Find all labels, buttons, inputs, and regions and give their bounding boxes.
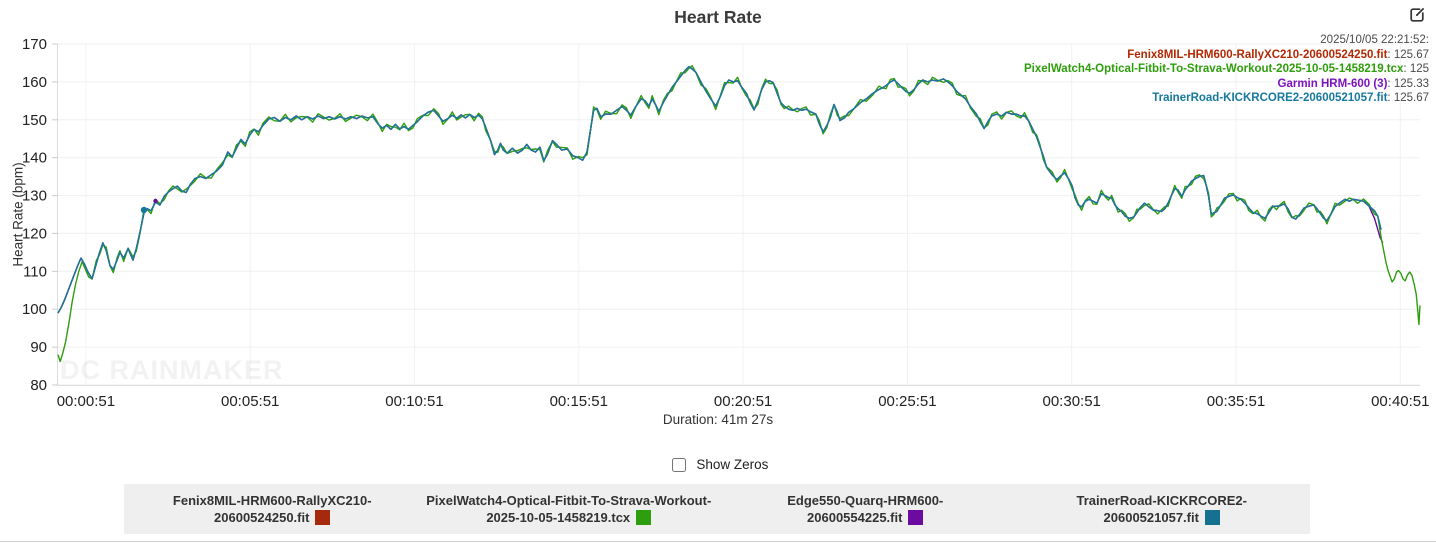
tooltip-series-name: Fenix8MIL-HRM600-RallyXC210-20600524250.… bbox=[1127, 48, 1388, 61]
legend-item-fenix8[interactable]: Fenix8MIL-HRM600-RallyXC210- 20600524250… bbox=[124, 492, 421, 526]
tooltip-series-value: : 125.67 bbox=[1387, 92, 1429, 105]
legend-label: 20600554225.fit bbox=[807, 510, 903, 525]
x-tick-label: 00:05:51 bbox=[221, 393, 279, 410]
series-line-trainerroad bbox=[57, 66, 1382, 314]
tooltip-timestamp: 2025/10/05 22:21:52: bbox=[1320, 34, 1429, 46]
x-tick-label: 00:25:51 bbox=[878, 393, 936, 410]
tooltip-series-value: : 125.33 bbox=[1387, 77, 1429, 90]
legend-color-swatch[interactable] bbox=[315, 510, 331, 525]
tooltip-row: Garmin HRM-600 (3): 125.33 bbox=[1024, 77, 1430, 92]
tooltip-series-value: : 125 bbox=[1403, 63, 1429, 76]
y-tick-label: 130 bbox=[22, 188, 47, 205]
show-zeros-label-wrap: Show Zeros bbox=[668, 457, 769, 472]
y-tick-label: 110 bbox=[23, 263, 47, 280]
y-tick-label: 80 bbox=[30, 377, 47, 394]
show-zeros-row: Show Zeros bbox=[0, 455, 1436, 475]
edit-chart-button[interactable] bbox=[1407, 5, 1427, 25]
show-zeros-checkbox[interactable] bbox=[671, 458, 686, 472]
y-tick-label: 100 bbox=[22, 301, 47, 318]
legend-color-swatch[interactable] bbox=[908, 510, 924, 525]
legend-label: Fenix8MIL-HRM600-RallyXC210- bbox=[172, 493, 372, 508]
tooltip-series-name: TrainerRoad-KICKRCORE2-20600521057.fit bbox=[1152, 92, 1388, 105]
tooltip-series-name: PixelWatch4-Optical-Fitbit-To-Strava-Wor… bbox=[1024, 63, 1404, 76]
show-zeros-label: Show Zeros bbox=[696, 457, 769, 472]
x-axis-subtitle: Duration: 41m 27s bbox=[662, 412, 774, 427]
legend-item-edge550[interactable]: Edge550-Quarq-HRM600- 20600554225.fit bbox=[717, 492, 1014, 526]
y-tick-label: 150 bbox=[22, 112, 47, 129]
tooltip-series-value: : 125.67 bbox=[1387, 48, 1429, 61]
legend-color-swatch[interactable] bbox=[636, 510, 652, 525]
y-tick-label: 120 bbox=[22, 225, 47, 242]
dc-rainmaker-watermark: DC RAINMAKER bbox=[60, 355, 284, 385]
legend-label: Edge550-Quarq-HRM600- bbox=[787, 493, 944, 508]
x-tick-label: 00:30:51 bbox=[1043, 393, 1101, 410]
bottom-divider bbox=[0, 541, 1436, 542]
page-title: Heart Rate bbox=[674, 7, 762, 27]
legend-label: 2025-10-05-1458219.tcx bbox=[486, 510, 631, 525]
legend-label: 20600524250.fit bbox=[214, 510, 310, 525]
y-tick-label: 160 bbox=[22, 74, 47, 91]
x-tick-label: 00:35:51 bbox=[1207, 393, 1265, 410]
edit-icon bbox=[1407, 7, 1427, 28]
heart-rate-line-chart[interactable]: 80 90 100 110 120 130 140 150 160 170 00:00:51 00:0… bbox=[0, 0, 1436, 434]
legend-color-swatch[interactable] bbox=[1204, 510, 1220, 525]
x-tick-label: 00:00:51 bbox=[57, 393, 115, 410]
legend-item-trainerroad[interactable]: TrainerRoad-KICKRCORE2- 20600521057.fit bbox=[1014, 492, 1311, 526]
legend-item-pixelwatch4[interactable]: PixelWatch4-Optical-Fitbit-To-Strava-Wor… bbox=[421, 492, 718, 526]
y-tick-label: 90 bbox=[30, 339, 47, 356]
x-tick-label: 00:15:51 bbox=[550, 393, 608, 410]
data-point-marker bbox=[153, 198, 158, 204]
y-axis-title: Heart Rate (bpm) bbox=[10, 162, 26, 267]
hover-tooltip: 2025/10/05 22:21:52: Fenix8MIL-HRM600-Ra… bbox=[1024, 33, 1429, 106]
tooltip-row: PixelWatch4-Optical-Fitbit-To-Strava-Wor… bbox=[1024, 62, 1429, 77]
x-tick-label: 00:40:51 bbox=[1371, 393, 1429, 410]
tooltip-series-name: Garmin HRM-600 (3) bbox=[1277, 77, 1388, 90]
legend-label: TrainerRoad-KICKRCORE2- bbox=[1076, 493, 1247, 508]
x-tick-label: 00:20:51 bbox=[714, 393, 772, 410]
tooltip-row: Fenix8MIL-HRM600-RallyXC210-20600524250.… bbox=[1024, 48, 1429, 63]
legend-label: PixelWatch4-Optical-Fitbit-To-Strava-Wor… bbox=[426, 493, 712, 508]
data-point-marker bbox=[140, 206, 148, 214]
series-legend: Fenix8MIL-HRM600-RallyXC210- 20600524250… bbox=[124, 484, 1310, 534]
y-tick-label: 140 bbox=[22, 150, 47, 167]
tooltip-row: TrainerRoad-KICKRCORE2-20600521057.fit: … bbox=[1024, 91, 1429, 106]
series-line-pixelwatch4 bbox=[57, 65, 1421, 363]
x-tick-label: 00:10:51 bbox=[385, 393, 443, 410]
y-tick-label: 170 bbox=[22, 36, 47, 53]
legend-label: 20600521057.fit bbox=[1103, 510, 1199, 525]
